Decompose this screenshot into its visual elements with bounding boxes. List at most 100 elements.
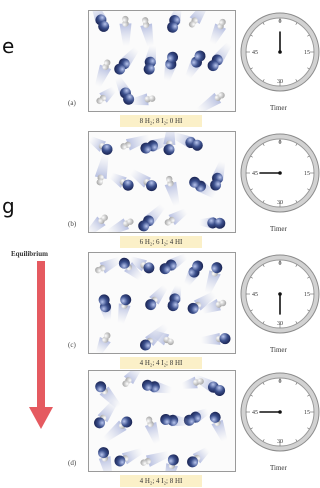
molecule-i2: [210, 160, 226, 191]
molecule-i2: [160, 414, 191, 427]
molecule-i2: [114, 46, 139, 75]
clock-tick-label-45: 45: [252, 171, 258, 177]
molecule-box: [88, 252, 236, 354]
molecule-i2: [98, 294, 112, 321]
molecule-h2: [95, 332, 111, 353]
panel-c: (c) 4 H₂; 4 I₂; 8 HI 0 15 30 45 Timer: [68, 252, 320, 370]
molecule-h2: [209, 18, 227, 45]
timer-clock-icon: 0 15 30 45: [240, 254, 320, 334]
molecule-h2: [144, 416, 161, 445]
molecule-i2: [143, 45, 157, 75]
molecule-h2: [201, 299, 227, 314]
panel-letter: (a): [68, 99, 76, 107]
molecule-i2: [170, 132, 203, 151]
molecule-i2: [138, 203, 166, 232]
molecule-hi: [102, 416, 133, 443]
timer-label: Timer: [270, 104, 287, 112]
molecule-box: [88, 131, 236, 233]
molecule-hi: [114, 448, 143, 467]
molecule-h2: [140, 17, 154, 47]
molecule-h2: [122, 371, 142, 387]
molecule-h2: [96, 86, 117, 105]
molecule-h2: [106, 218, 134, 232]
clock-tick-label-0: 0: [279, 19, 282, 25]
clock-tick-label-30: 30: [277, 200, 283, 206]
molecule-h2: [164, 175, 180, 207]
molecule-h2: [140, 451, 171, 467]
panel-b: (b) 6 H₂; 6 I₂; 4 HI 0 15 30 45 Timer: [68, 131, 320, 249]
molecule-h2: [119, 15, 132, 47]
molecule-h2: [94, 153, 109, 186]
molecule-i2: [159, 253, 188, 275]
panel-a: (a) 8 H₂; 8 I₂; 0 HI 0 15 30 45 Timer: [68, 10, 320, 128]
molecule-h2: [150, 329, 174, 346]
timer-label: Timer: [270, 225, 287, 233]
clock-tick-label-30: 30: [277, 321, 283, 327]
molecule-h2: [94, 59, 112, 88]
panel-caption: 4 H₂; 4 I₂; 8 HI: [120, 475, 202, 487]
molecule-h2: [89, 214, 108, 232]
molecule-h2: [188, 11, 209, 28]
clock-tick-label-15: 15: [304, 410, 310, 416]
clock-tick-label-15: 15: [304, 171, 310, 177]
clock-tick-label-0: 0: [279, 379, 282, 385]
molecule-h2: [164, 208, 188, 226]
molecule-h2: [196, 92, 225, 111]
clock-tick-label-45: 45: [252, 292, 258, 298]
molecule-i2: [115, 76, 135, 105]
molecule-hi: [209, 411, 228, 442]
panel-caption: 8 H₂; 8 I₂; 0 HI: [120, 115, 202, 127]
timer-label: Timer: [270, 464, 287, 472]
panel-letter: (c): [68, 341, 76, 349]
clock-tick-label-30: 30: [277, 79, 283, 85]
clock-tick-label-45: 45: [252, 50, 258, 56]
clock-tick-label-30: 30: [277, 439, 283, 445]
molecule-hi: [187, 447, 210, 468]
molecule-hi: [187, 291, 217, 314]
clock-tick-label-0: 0: [279, 140, 282, 146]
molecule-h2: [130, 93, 156, 106]
molecule-box: [88, 370, 236, 472]
molecule-hi: [98, 447, 113, 471]
molecule-hi: [118, 257, 143, 281]
molecule-hi: [117, 294, 132, 324]
molecule-hi: [109, 172, 134, 191]
molecule-hi: [129, 169, 158, 192]
molecule-h2: [181, 376, 204, 389]
molecule-hi: [204, 262, 223, 294]
clock-tick-label-0: 0: [279, 261, 282, 267]
molecule-h2: [95, 256, 122, 274]
clock-tick-label-15: 15: [304, 292, 310, 298]
molecule-box: [88, 10, 236, 112]
equilibrium-label: Equilibrium: [11, 250, 48, 258]
timer-clock-icon: 0 15 30 45: [240, 12, 320, 92]
panel-d: (d) 4 H₂; 4 I₂; 8 HI 0 15 30 45 Timer: [68, 370, 320, 488]
timer-label: Timer: [270, 346, 287, 354]
molecule-i2: [167, 284, 182, 312]
molecule-hi: [145, 284, 168, 311]
panel-caption: 4 H₂; 4 I₂; 8 HI: [120, 357, 202, 369]
molecule-i2: [189, 176, 217, 199]
equilibrium-down-arrow-icon: [29, 261, 53, 429]
clock-tick-label-45: 45: [252, 410, 258, 416]
timer-clock-icon: 0 15 30 45: [240, 372, 320, 452]
timer-clock-icon: 0 15 30 45: [240, 133, 320, 213]
molecule-i2: [185, 50, 206, 79]
molecule-i2: [90, 11, 110, 32]
molecule-hi: [89, 136, 113, 155]
panel-letter: (d): [68, 459, 77, 467]
molecule-i2: [163, 51, 179, 82]
molecule-hi: [95, 381, 121, 409]
molecule-i2: [167, 11, 182, 33]
panel-letter: (b): [68, 220, 77, 228]
molecule-hi: [163, 132, 176, 156]
molecule-i2: [183, 260, 204, 287]
molecule-i2: [199, 217, 226, 229]
panel-caption: 6 H₂; 6 I₂; 4 HI: [120, 236, 202, 248]
molecule-i2: [141, 379, 173, 394]
molecule-hi: [128, 256, 155, 274]
molecule-hi: [200, 332, 231, 345]
molecule-h2: [120, 134, 151, 151]
clock-tick-label-15: 15: [304, 50, 310, 56]
molecule-hi: [163, 454, 179, 471]
